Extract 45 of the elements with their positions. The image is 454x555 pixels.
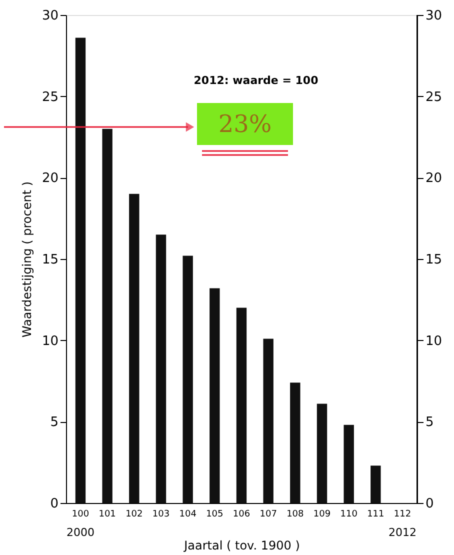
y-tick-label: 10 xyxy=(42,334,58,349)
x-tick-label: 103 xyxy=(152,510,170,520)
y2-tick-label: 15 xyxy=(426,252,442,268)
y2-tick-label: 30 xyxy=(426,8,442,24)
y2-tick-label: 0 xyxy=(426,496,434,512)
text: 2012 xyxy=(388,526,417,539)
x-tick-label: 109 xyxy=(313,510,331,520)
y2-tick-label: 10 xyxy=(426,334,442,349)
y-axis-title: Waardestijging ( procent ) xyxy=(20,181,34,338)
bar xyxy=(156,234,166,503)
bar xyxy=(102,128,112,503)
bar xyxy=(236,308,247,503)
x-tick-label: 106 xyxy=(232,510,250,520)
x-tick-label: 102 xyxy=(126,510,143,520)
x-tick-label: 107 xyxy=(260,510,277,520)
bar xyxy=(263,338,274,503)
y-tick-label: 5 xyxy=(50,415,58,430)
bar xyxy=(75,38,86,503)
y-tick-label: 15 xyxy=(42,252,58,268)
x-tick-label: 104 xyxy=(179,510,197,520)
x-axis-title: Jaartal ( tov. 1900 ) xyxy=(183,538,300,552)
bar xyxy=(210,288,220,503)
bar xyxy=(344,424,354,503)
x-tick-label: 111 xyxy=(367,510,384,520)
y-tick-label: 0 xyxy=(50,496,58,512)
text: 2000 xyxy=(66,526,94,539)
x-tick-label: 110 xyxy=(340,510,358,520)
y2-tick-label: 20 xyxy=(426,171,442,186)
y-tick-label: 20 xyxy=(42,171,58,186)
bar xyxy=(182,256,193,503)
annotation: 2012: waarde = 100 xyxy=(194,74,319,87)
annotation: 23% xyxy=(218,110,272,138)
x-tick-label: 108 xyxy=(286,510,304,520)
x-tick-label: 100 xyxy=(72,510,90,520)
bar xyxy=(129,194,140,503)
bar xyxy=(290,382,300,503)
x-tick-label: 101 xyxy=(98,510,116,520)
y-tick-label: 25 xyxy=(42,90,58,105)
y-tick-label: 30 xyxy=(42,8,58,24)
bar xyxy=(316,404,328,503)
x-tick-label: 105 xyxy=(206,510,224,520)
y2-tick-label: 25 xyxy=(426,90,442,105)
y2-tick-label: 5 xyxy=(426,415,434,430)
x-tick-label: 112 xyxy=(394,510,412,520)
bar xyxy=(370,466,381,503)
